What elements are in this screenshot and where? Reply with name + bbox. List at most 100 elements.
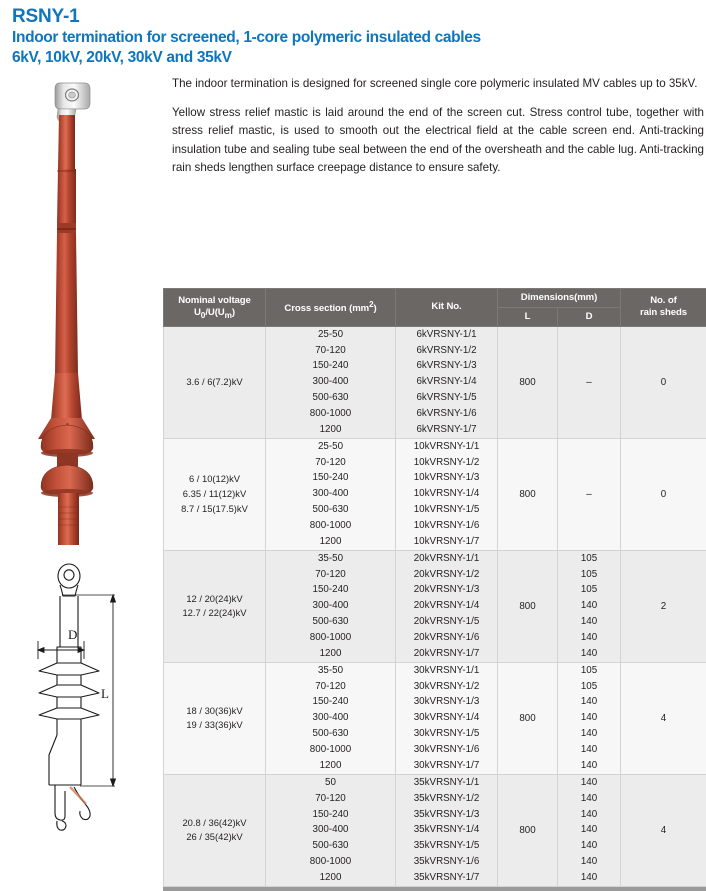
- page-title: Indoor termination for screened, 1-core …: [12, 28, 702, 69]
- cell-dimension-d-line: 140: [558, 775, 620, 791]
- col-header-dim-l: L: [498, 307, 558, 326]
- cell-kit-no-line: 30kVRSNY-1/4: [396, 710, 497, 726]
- cell-kit-no-line: 10kVRSNY-1/5: [396, 502, 497, 518]
- cell-cross-section-line: 500-630: [266, 614, 395, 630]
- cell-cross-section-line: 1200: [266, 870, 395, 886]
- cell-rain-sheds: 0: [621, 326, 706, 438]
- cell-kit-no-line: 35kVRSNY-1/7: [396, 870, 497, 886]
- cell-dimension-d: –: [558, 438, 621, 550]
- page-header: RSNY-1 Indoor termination for screened, …: [0, 0, 706, 69]
- nominal-voltage-end: ): [232, 307, 235, 318]
- figures-column: D L: [0, 75, 163, 835]
- cell-cross-section-line: 70-120: [266, 567, 395, 583]
- cell-rain-sheds: 4: [621, 774, 706, 886]
- cell-cross-section-line: 800-1000: [266, 742, 395, 758]
- cell-cross-section-line: 500-630: [266, 502, 395, 518]
- cell-kit-no-line: 20kVRSNY-1/6: [396, 630, 497, 646]
- cell-nominal-voltage: 3.6 / 6(7.2)kV: [164, 326, 266, 438]
- cell-cross-section-line: 70-120: [266, 455, 395, 471]
- description-paragraph-2: Yellow stress relief mastic is laid arou…: [172, 104, 706, 177]
- cell-kit-no-line: 30kVRSNY-1/2: [396, 679, 497, 695]
- cell-cross-section-line: 70-120: [266, 679, 395, 695]
- cell-kit-no-line: 10kVRSNY-1/3: [396, 470, 497, 486]
- cell-dimension-d-line: 140: [558, 726, 620, 742]
- cell-cross-section-line: 1200: [266, 758, 395, 774]
- cell-kit-no-line: 35kVRSNY-1/5: [396, 838, 497, 854]
- nominal-voltage-mid: /U(U: [205, 307, 224, 318]
- cell-nominal-voltage-line: 3.6 / 6(7.2)kV: [164, 375, 265, 390]
- cell-kit-no-line: 6kVRSNY-1/4: [396, 374, 497, 390]
- rain-sheds-label-2: rain sheds: [640, 307, 687, 318]
- cell-cross-section-line: 150-240: [266, 358, 395, 374]
- cell-cross-section-line: 1200: [266, 422, 395, 438]
- cell-nominal-voltage-line: 20.8 / 36(42)kV: [164, 816, 265, 831]
- cell-dimension-d-line: 140: [558, 694, 620, 710]
- cell-dimension-d-line: 105: [558, 551, 620, 567]
- cell-dimension-d-line: 140: [558, 758, 620, 774]
- col-header-nominal-voltage: Nominal voltage U0/U(Um): [164, 288, 266, 326]
- cell-dimension-l: 800: [498, 326, 558, 438]
- cell-kit-no-line: 35kVRSNY-1/2: [396, 791, 497, 807]
- cell-dimension-d-line: 140: [558, 742, 620, 758]
- cell-dimension-d-line: 140: [558, 710, 620, 726]
- cell-kit-no-line: 6kVRSNY-1/5: [396, 390, 497, 406]
- cell-cross-section-line: 35-50: [266, 663, 395, 679]
- rain-shed-2: [41, 465, 93, 497]
- cell-dimension-d-line: 140: [558, 854, 620, 870]
- cell-cross-section-line: 35-50: [266, 551, 395, 567]
- cell-dimension-d-line: 105: [558, 663, 620, 679]
- cell-dimension-d: –: [558, 326, 621, 438]
- cell-kit-no-line: 6kVRSNY-1/2: [396, 343, 497, 359]
- cell-cross-section-line: 800-1000: [266, 630, 395, 646]
- cell-cross-section-line: 500-630: [266, 390, 395, 406]
- cell-cross-section-line: 70-120: [266, 791, 395, 807]
- cell-cross-section-line: 800-1000: [266, 518, 395, 534]
- cell-kit-no-line: 35kVRSNY-1/4: [396, 822, 497, 838]
- cell-cross-section-line: 70-120: [266, 343, 395, 359]
- cell-cross-section-line: 300-400: [266, 374, 395, 390]
- cell-nominal-voltage-line: 8.7 / 15(17.5)kV: [164, 502, 265, 517]
- description-column: The indoor termination is designed for s…: [172, 75, 706, 178]
- cell-rain-sheds: 0: [621, 438, 706, 550]
- col-header-dimensions: Dimensions(mm): [498, 288, 621, 307]
- page-title-line1: Indoor termination for screened, 1-core …: [12, 29, 481, 46]
- cell-dimension-d-line: –: [558, 377, 620, 388]
- cell-nominal-voltage-line: 19 / 33(36)kV: [164, 718, 265, 733]
- cell-cross-section-line: 300-400: [266, 710, 395, 726]
- cell-dimension-d-line: 140: [558, 838, 620, 854]
- cell-dimension-d-line: 105: [558, 582, 620, 598]
- cell-dimension-d-line: 140: [558, 630, 620, 646]
- cell-kit-no-line: 20kVRSNY-1/5: [396, 614, 497, 630]
- cell-kit-no-line: 10kVRSNY-1/7: [396, 534, 497, 550]
- cell-dimension-d-line: 140: [558, 807, 620, 823]
- col-header-rain-sheds: No. of rain sheds: [621, 288, 706, 326]
- dimension-label-d: D: [68, 627, 77, 642]
- cell-nominal-voltage-line: 12.7 / 22(24)kV: [164, 606, 265, 621]
- cell-cross-section-line: 1200: [266, 534, 395, 550]
- cell-cross-section-line: 150-240: [266, 582, 395, 598]
- cell-cross-section-line: 150-240: [266, 694, 395, 710]
- cell-kit-no-line: 6kVRSNY-1/7: [396, 422, 497, 438]
- cell-dimension-d-line: –: [558, 489, 620, 500]
- nominal-voltage-subm: m: [225, 310, 232, 320]
- col-header-kit-no: Kit No.: [396, 288, 498, 326]
- cell-kit-no-line: 20kVRSNY-1/4: [396, 598, 497, 614]
- cell-nominal-voltage-line: 18 / 30(36)kV: [164, 704, 265, 719]
- cell-kit-no-line: 35kVRSNY-1/6: [396, 854, 497, 870]
- col-header-cross-section: Cross section (mm2): [266, 288, 396, 326]
